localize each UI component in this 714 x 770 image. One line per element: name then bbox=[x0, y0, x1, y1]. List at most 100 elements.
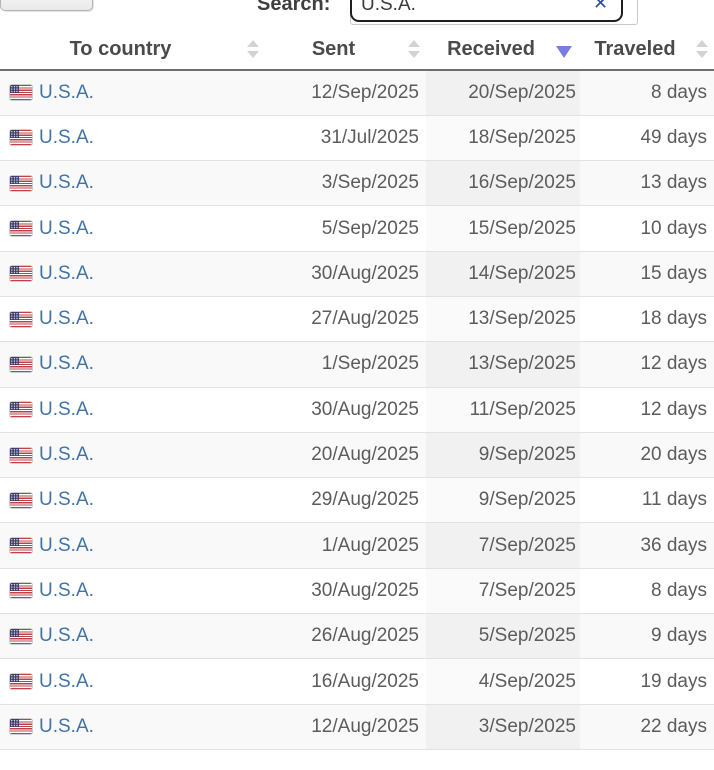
column-header-sent[interactable]: Sent bbox=[265, 29, 426, 71]
table-row: U.S.A. 31/Jul/2025 18/Sep/2025 49 days bbox=[0, 115, 714, 162]
table-row: U.S.A. 29/Aug/2025 9/Sep/2025 11 days bbox=[0, 477, 714, 524]
usa-flag-icon bbox=[10, 175, 32, 191]
traveled-days-cell: 36 days bbox=[580, 522, 714, 569]
country-link[interactable]: U.S.A. bbox=[39, 126, 94, 148]
country-cell: U.S.A. bbox=[0, 115, 265, 162]
country-link[interactable]: U.S.A. bbox=[39, 353, 94, 375]
sort-icon bbox=[696, 40, 708, 58]
received-date-cell: 13/Sep/2025 bbox=[426, 296, 580, 343]
usa-flag-icon bbox=[10, 628, 32, 644]
traveled-days-cell: 11 days bbox=[580, 477, 714, 524]
traveled-days-cell: 15 days bbox=[580, 251, 714, 297]
sent-date-cell: 30/Aug/2025 bbox=[265, 568, 426, 615]
country-link[interactable]: U.S.A. bbox=[39, 81, 94, 103]
traveled-days-cell: 12 days bbox=[580, 341, 714, 388]
country-link[interactable]: U.S.A. bbox=[39, 217, 94, 239]
country-link[interactable]: U.S.A. bbox=[39, 579, 94, 601]
traveled-days-cell: 20 days bbox=[580, 432, 714, 479]
table-row: U.S.A. 1/Aug/2025 7/Sep/2025 36 days bbox=[0, 522, 714, 569]
usa-flag-icon bbox=[10, 447, 32, 463]
column-label: To country bbox=[69, 37, 172, 60]
country-link[interactable]: U.S.A. bbox=[39, 262, 94, 284]
country-cell: U.S.A. bbox=[0, 522, 265, 569]
country-link[interactable]: U.S.A. bbox=[39, 625, 94, 647]
country-cell: U.S.A. bbox=[0, 658, 265, 705]
usa-flag-icon bbox=[10, 356, 32, 372]
received-date-cell: 20/Sep/2025 bbox=[426, 70, 580, 116]
usa-flag-icon bbox=[10, 538, 32, 554]
table-row: U.S.A. 30/Aug/2025 11/Sep/2025 12 days bbox=[0, 387, 714, 433]
table-row: U.S.A. 12/Sep/2025 20/Sep/2025 8 days bbox=[0, 70, 714, 116]
table-controls-bar: Search: ✕ bbox=[0, 0, 714, 29]
country-link[interactable]: U.S.A. bbox=[39, 172, 94, 194]
sort-desc-icon bbox=[556, 46, 572, 58]
table-row: U.S.A. 3/Sep/2025 16/Sep/2025 13 days bbox=[0, 160, 714, 207]
usa-flag-icon bbox=[10, 583, 32, 599]
country-link[interactable]: U.S.A. bbox=[39, 308, 94, 330]
country-link[interactable]: U.S.A. bbox=[39, 715, 94, 737]
country-cell: U.S.A. bbox=[0, 205, 265, 252]
usa-flag-icon bbox=[10, 402, 32, 418]
received-date-cell: 3/Sep/2025 bbox=[426, 704, 580, 750]
received-date-cell: 11/Sep/2025 bbox=[426, 387, 580, 433]
sent-date-cell: 26/Aug/2025 bbox=[265, 613, 426, 660]
received-date-cell: 9/Sep/2025 bbox=[426, 432, 580, 479]
table-row: U.S.A. 30/Aug/2025 7/Sep/2025 8 days bbox=[0, 568, 714, 615]
sort-icon bbox=[247, 40, 259, 58]
country-link[interactable]: U.S.A. bbox=[39, 444, 94, 466]
table-row: U.S.A. 20/Aug/2025 9/Sep/2025 20 days bbox=[0, 432, 714, 479]
column-label: Traveled bbox=[594, 37, 676, 60]
column-header-traveled[interactable]: Traveled bbox=[580, 29, 714, 71]
country-cell: U.S.A. bbox=[0, 296, 265, 343]
traveled-days-cell: 13 days bbox=[580, 160, 714, 207]
postcards-table: To country Sent Received Traveled bbox=[0, 29, 714, 750]
sent-date-cell: 31/Jul/2025 bbox=[265, 115, 426, 162]
usa-flag-icon bbox=[10, 492, 32, 508]
sent-date-cell: 27/Aug/2025 bbox=[265, 296, 426, 343]
traveled-days-cell: 12 days bbox=[580, 387, 714, 433]
traveled-days-cell: 10 days bbox=[580, 205, 714, 252]
table-row: U.S.A. 26/Aug/2025 5/Sep/2025 9 days bbox=[0, 613, 714, 660]
clear-search-icon[interactable]: ✕ bbox=[593, 0, 609, 13]
country-link[interactable]: U.S.A. bbox=[39, 489, 94, 511]
sent-date-cell: 30/Aug/2025 bbox=[265, 387, 426, 433]
search-input[interactable] bbox=[350, 0, 623, 22]
column-header-received[interactable]: Received bbox=[426, 29, 580, 71]
country-cell: U.S.A. bbox=[0, 251, 265, 297]
table-body: U.S.A. 12/Sep/2025 20/Sep/2025 8 days U.… bbox=[0, 70, 714, 750]
page-length-select[interactable] bbox=[0, 0, 93, 11]
table-row: U.S.A. 12/Aug/2025 3/Sep/2025 22 days bbox=[0, 704, 714, 750]
traveled-days-cell: 19 days bbox=[580, 658, 714, 705]
table-row: U.S.A. 1/Sep/2025 13/Sep/2025 12 days bbox=[0, 341, 714, 388]
sent-date-cell: 3/Sep/2025 bbox=[265, 160, 426, 207]
country-link[interactable]: U.S.A. bbox=[39, 398, 94, 420]
usa-flag-icon bbox=[10, 266, 32, 282]
table-row: U.S.A. 5/Sep/2025 15/Sep/2025 10 days bbox=[0, 205, 714, 252]
sent-date-cell: 1/Sep/2025 bbox=[265, 341, 426, 388]
country-cell: U.S.A. bbox=[0, 387, 265, 433]
country-cell: U.S.A. bbox=[0, 704, 265, 750]
sent-date-cell: 5/Sep/2025 bbox=[265, 205, 426, 252]
table-header: To country Sent Received Traveled bbox=[0, 29, 714, 71]
country-cell: U.S.A. bbox=[0, 160, 265, 207]
received-date-cell: 9/Sep/2025 bbox=[426, 477, 580, 524]
table-row: U.S.A. 16/Aug/2025 4/Sep/2025 19 days bbox=[0, 658, 714, 705]
search-label: Search: bbox=[257, 0, 331, 15]
sort-icon bbox=[408, 40, 420, 58]
country-link[interactable]: U.S.A. bbox=[39, 670, 94, 692]
column-header-to-country[interactable]: To country bbox=[0, 29, 265, 71]
country-cell: U.S.A. bbox=[0, 613, 265, 660]
traveled-days-cell: 22 days bbox=[580, 704, 714, 750]
received-date-cell: 13/Sep/2025 bbox=[426, 341, 580, 388]
usa-flag-icon bbox=[10, 311, 32, 327]
table-row: U.S.A. 27/Aug/2025 13/Sep/2025 18 days bbox=[0, 296, 714, 343]
received-date-cell: 5/Sep/2025 bbox=[426, 613, 580, 660]
received-date-cell: 16/Sep/2025 bbox=[426, 160, 580, 207]
country-cell: U.S.A. bbox=[0, 70, 265, 116]
received-date-cell: 15/Sep/2025 bbox=[426, 205, 580, 252]
country-link[interactable]: U.S.A. bbox=[39, 534, 94, 556]
traveled-days-cell: 9 days bbox=[580, 613, 714, 660]
sent-date-cell: 12/Aug/2025 bbox=[265, 704, 426, 750]
country-cell: U.S.A. bbox=[0, 568, 265, 615]
